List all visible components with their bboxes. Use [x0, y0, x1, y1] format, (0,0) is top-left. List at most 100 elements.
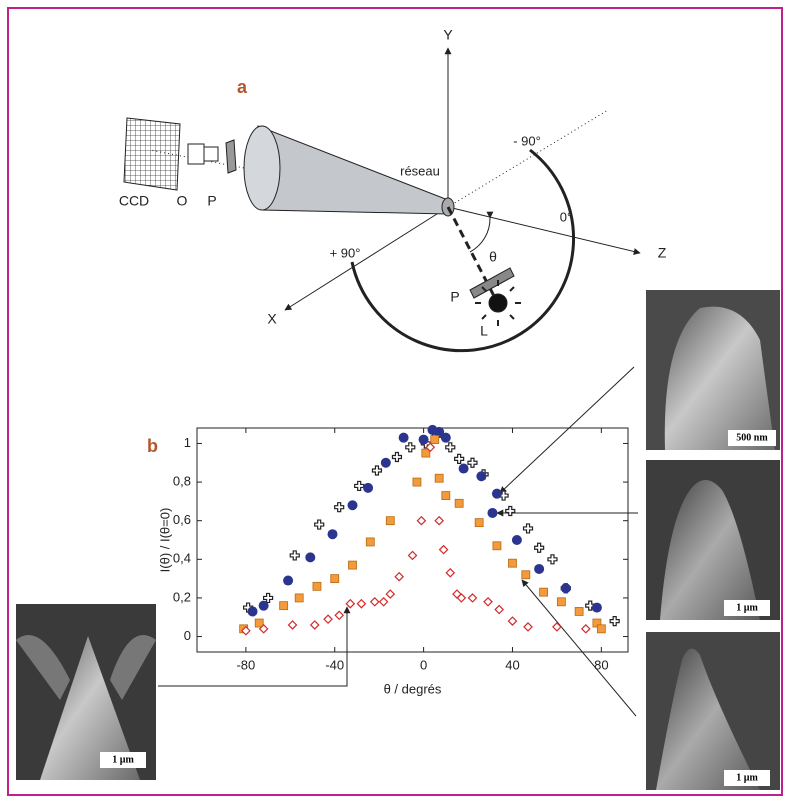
point	[455, 499, 463, 507]
point	[406, 443, 415, 452]
point	[512, 535, 522, 545]
point	[248, 606, 258, 616]
point	[553, 623, 561, 631]
polarizer-label: P	[450, 289, 459, 305]
point	[349, 561, 357, 569]
x-tick-label: 0	[420, 657, 427, 672]
y-tick-label: 0,4	[173, 551, 191, 566]
y-tick-label: 1	[184, 435, 191, 450]
point	[582, 625, 590, 633]
point	[431, 436, 439, 444]
objective-label: O	[177, 193, 188, 209]
point	[610, 617, 619, 626]
pointer-arrows	[158, 367, 638, 716]
point	[484, 598, 492, 606]
point	[371, 598, 379, 606]
point	[597, 625, 605, 633]
point	[283, 576, 293, 586]
x-tick-label: -80	[236, 657, 255, 672]
y-tick-label: 0,8	[173, 474, 191, 489]
point	[561, 583, 571, 593]
y-tick-label: 0,2	[173, 589, 191, 604]
plot-frame	[197, 428, 628, 652]
point	[305, 552, 315, 562]
point	[259, 601, 269, 611]
ccd-label: CCD	[119, 193, 149, 209]
point	[366, 538, 374, 546]
point	[440, 546, 448, 554]
scale-bar-label: 1 µm	[736, 772, 758, 783]
point	[280, 602, 288, 610]
polarizer-label: P	[207, 193, 216, 209]
scale-bar-label: 1 µm	[736, 602, 758, 613]
point	[386, 517, 394, 525]
point	[381, 458, 391, 468]
point	[392, 452, 401, 461]
point	[524, 524, 533, 533]
x-axis-label: θ / degrés	[384, 681, 442, 696]
point	[435, 474, 443, 482]
point	[386, 590, 394, 598]
point	[290, 551, 299, 560]
point	[441, 433, 451, 443]
page: a Y Z X réseau - 90° 0° + 90° θ P L CCD …	[0, 0, 790, 803]
point	[495, 606, 503, 614]
point	[459, 464, 469, 474]
point	[442, 492, 450, 500]
point	[357, 600, 365, 608]
point	[346, 600, 354, 608]
grating-label: réseau	[400, 163, 440, 178]
point	[313, 582, 321, 590]
point	[492, 489, 502, 499]
point	[289, 621, 297, 629]
point	[446, 443, 455, 452]
point	[335, 503, 344, 512]
point	[417, 517, 425, 525]
point	[493, 542, 501, 550]
point	[311, 621, 319, 629]
panel-label: a	[237, 77, 248, 97]
point	[380, 598, 388, 606]
point	[409, 551, 417, 559]
axis-label: X	[267, 311, 277, 327]
point	[475, 519, 483, 527]
point	[435, 517, 443, 525]
x-tick-label: -40	[325, 657, 344, 672]
panel-label: b	[147, 436, 158, 456]
y-tick-label: 0	[184, 628, 191, 643]
sem-image: 500 nm	[646, 290, 780, 450]
point	[524, 623, 532, 631]
point	[295, 594, 303, 602]
point	[508, 559, 516, 567]
point	[363, 483, 373, 493]
lamp-label: L	[480, 323, 488, 339]
sem-image: 1 µm	[646, 460, 780, 620]
point	[487, 508, 497, 518]
axis-label: Y	[443, 27, 453, 43]
y-tick-label: 0,6	[173, 512, 191, 527]
point	[395, 573, 403, 581]
point	[413, 478, 421, 486]
scale-bar-label: 1 µm	[112, 754, 134, 765]
x-tick-label: 80	[594, 657, 608, 672]
diagram	[124, 48, 640, 351]
angle-label: + 90°	[330, 245, 361, 260]
point	[522, 571, 530, 579]
angle-label: 0°	[560, 209, 572, 224]
angle-label: - 90°	[513, 133, 541, 148]
scale-bar-label: 500 nm	[736, 432, 768, 443]
point	[355, 481, 364, 490]
sem-image: 1 µm	[646, 632, 780, 790]
point	[592, 603, 602, 613]
point	[548, 555, 557, 564]
sem-image: 1 µm	[16, 604, 156, 780]
point	[534, 564, 544, 574]
point	[476, 471, 486, 481]
theta-label: θ	[489, 249, 497, 265]
point	[508, 617, 516, 625]
point	[557, 598, 565, 606]
x-tick-label: 40	[505, 657, 519, 672]
point	[419, 435, 429, 445]
point	[540, 588, 548, 596]
